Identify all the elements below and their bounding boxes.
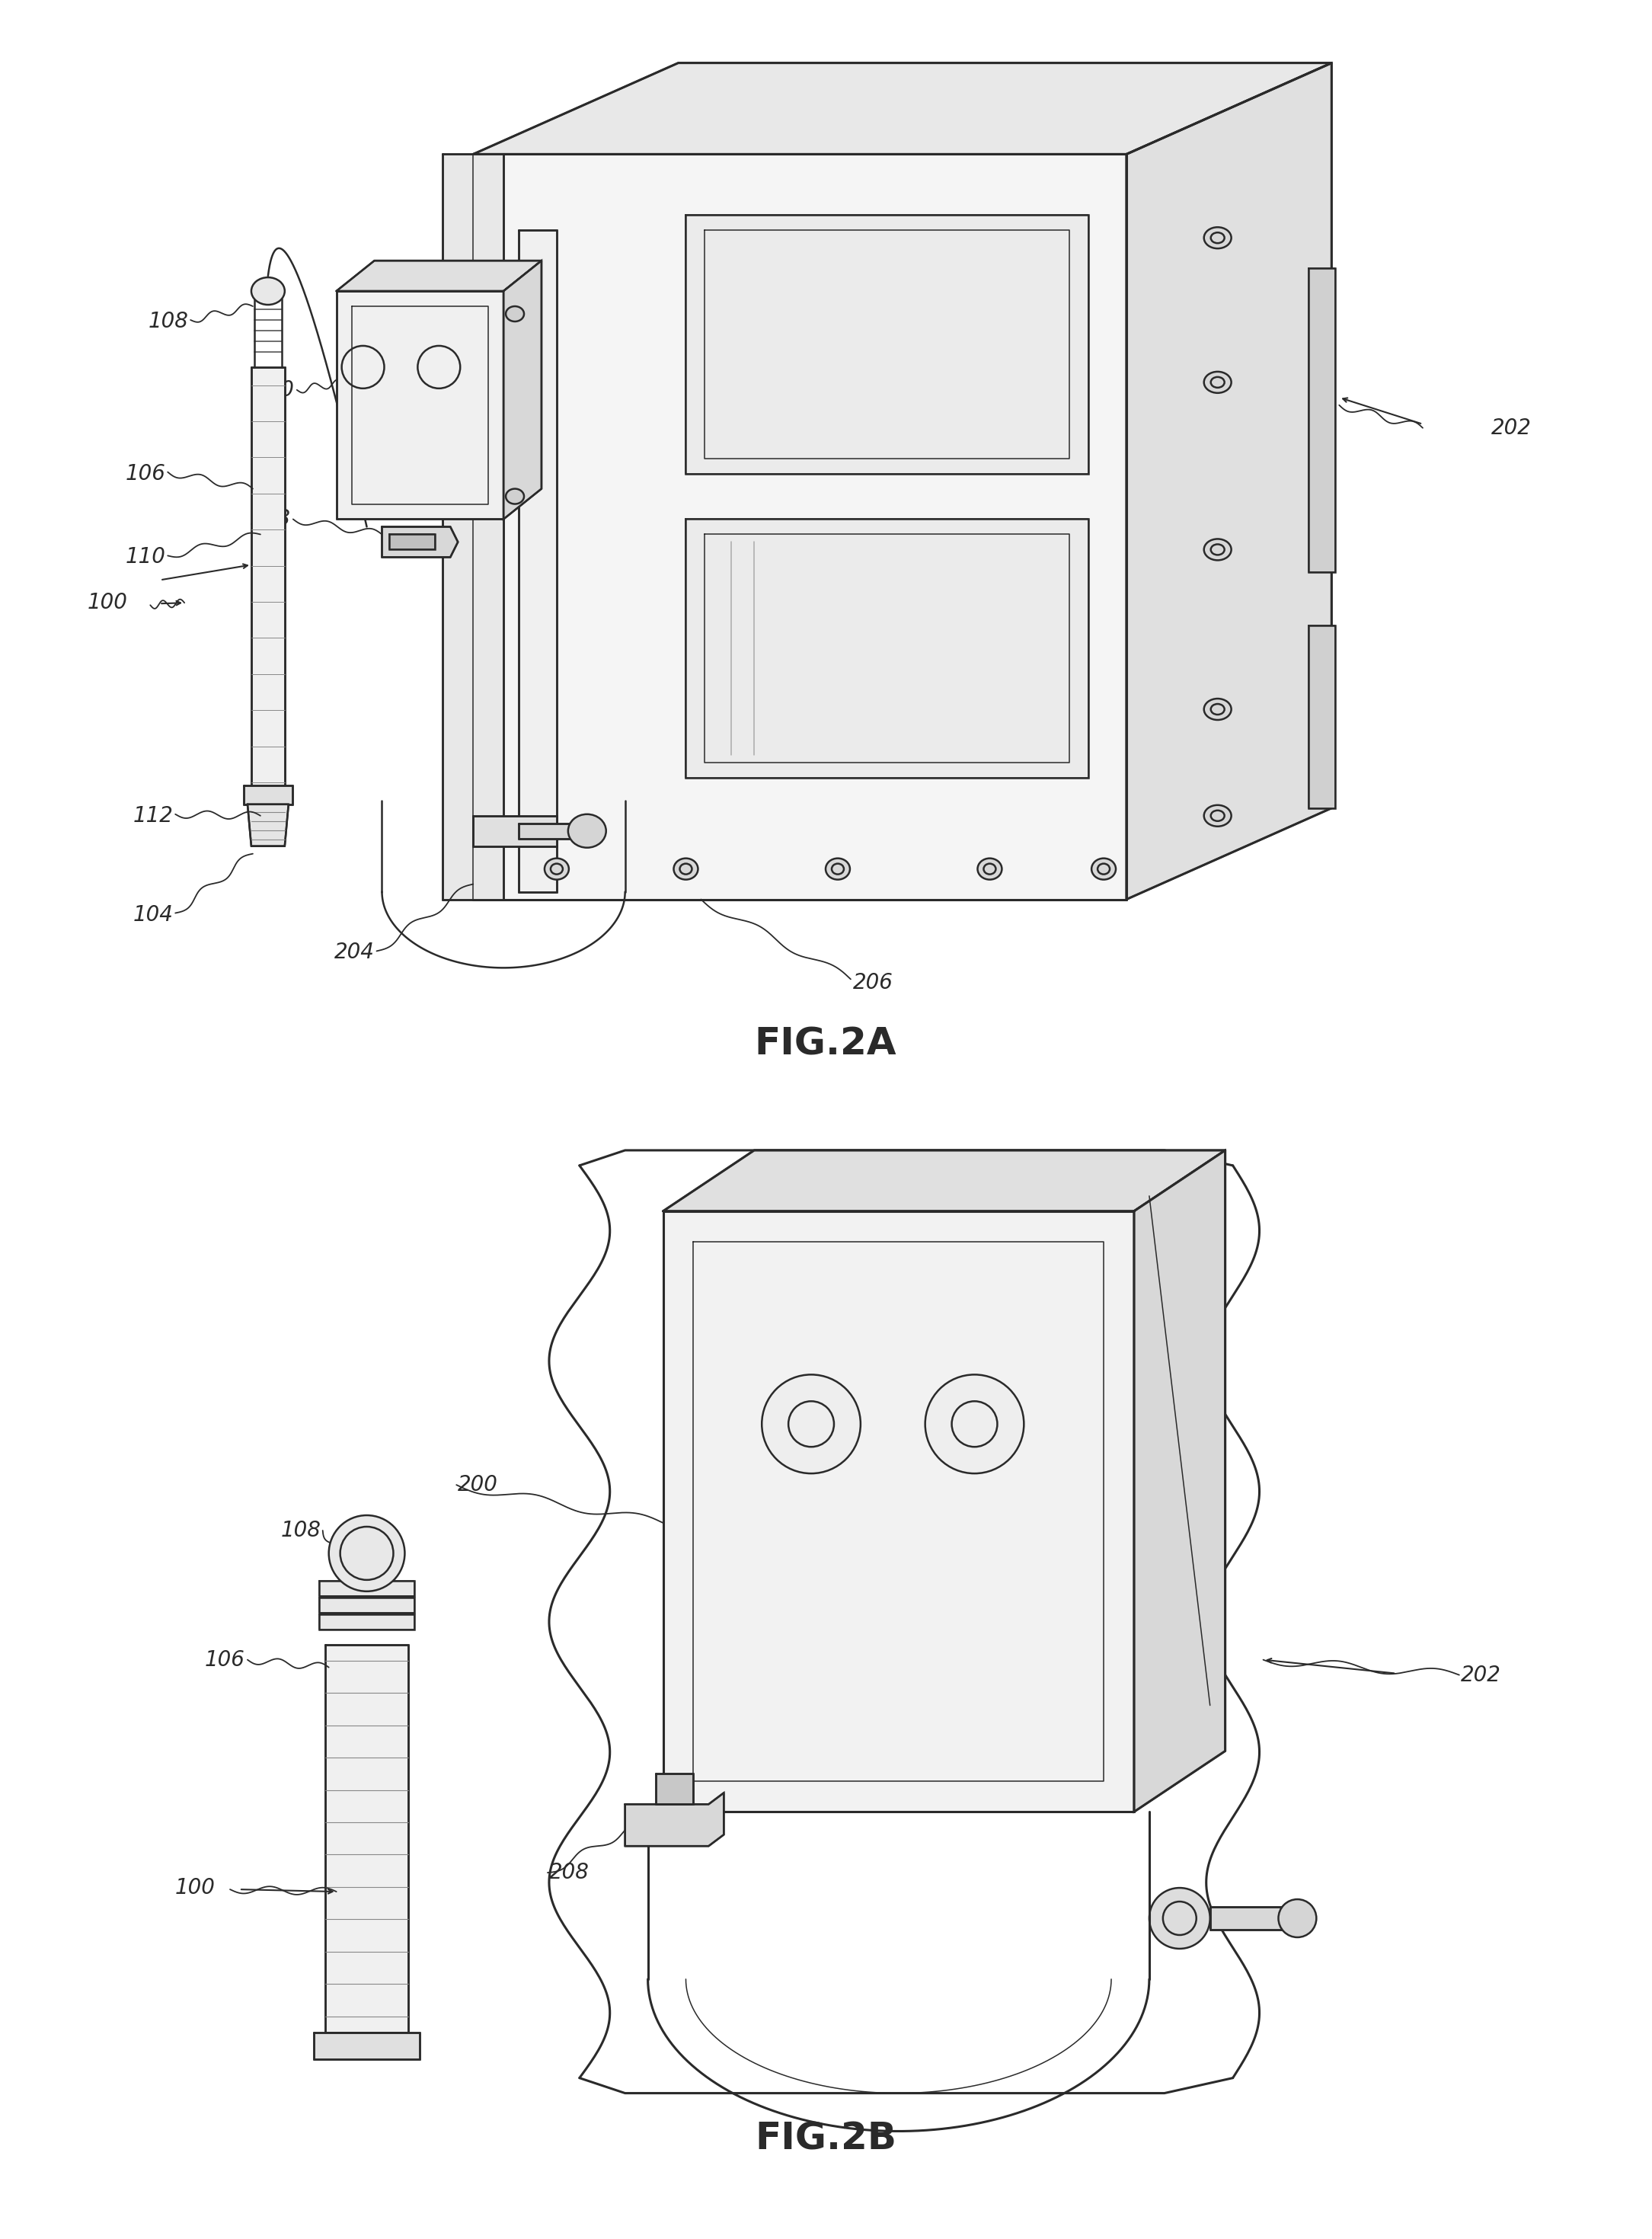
Polygon shape — [504, 260, 542, 519]
Text: 112: 112 — [132, 806, 173, 826]
Ellipse shape — [762, 1375, 861, 1473]
Ellipse shape — [1204, 806, 1231, 826]
Text: 208: 208 — [251, 508, 291, 531]
Ellipse shape — [545, 858, 568, 880]
Ellipse shape — [978, 858, 1001, 880]
Polygon shape — [662, 1151, 1226, 1211]
Text: FIG.2B: FIG.2B — [755, 2120, 897, 2156]
Ellipse shape — [674, 858, 699, 880]
Polygon shape — [319, 1596, 415, 1612]
Polygon shape — [244, 786, 292, 804]
Text: 100: 100 — [88, 591, 127, 613]
Polygon shape — [662, 1211, 1133, 1811]
Text: NC: NC — [428, 329, 449, 343]
Ellipse shape — [251, 278, 284, 305]
Text: 200: 200 — [254, 378, 294, 401]
Polygon shape — [656, 1773, 694, 1805]
Polygon shape — [472, 154, 1127, 900]
Text: NO: NO — [355, 329, 378, 343]
Polygon shape — [519, 231, 557, 891]
Text: FIG.2A: FIG.2A — [755, 1025, 897, 1061]
Text: 108: 108 — [281, 1520, 320, 1540]
Polygon shape — [1209, 1908, 1285, 1930]
Text: 104: 104 — [132, 905, 173, 925]
Polygon shape — [314, 2033, 420, 2060]
Ellipse shape — [1204, 540, 1231, 560]
Text: 202: 202 — [1460, 1664, 1502, 1686]
Polygon shape — [1308, 269, 1335, 573]
Text: 106: 106 — [126, 463, 165, 484]
Text: 208: 208 — [548, 1863, 590, 1883]
Polygon shape — [325, 1643, 408, 2033]
Ellipse shape — [1150, 1887, 1209, 1948]
Text: NC: NC — [927, 1312, 993, 1352]
Text: NO: NO — [765, 1312, 836, 1352]
Polygon shape — [251, 367, 284, 802]
Polygon shape — [443, 154, 504, 900]
Ellipse shape — [1181, 1563, 1224, 1605]
Text: 204: 204 — [334, 943, 375, 963]
Polygon shape — [1308, 625, 1335, 808]
Text: 202: 202 — [1492, 416, 1531, 439]
Ellipse shape — [1181, 1220, 1224, 1263]
Polygon shape — [337, 260, 542, 291]
Polygon shape — [337, 291, 504, 519]
Ellipse shape — [506, 307, 524, 322]
Polygon shape — [472, 815, 557, 846]
Ellipse shape — [1204, 226, 1231, 249]
Ellipse shape — [1092, 858, 1115, 880]
Ellipse shape — [568, 815, 606, 849]
Text: 106: 106 — [205, 1650, 244, 1670]
Polygon shape — [472, 63, 1332, 154]
Ellipse shape — [1204, 372, 1231, 394]
Polygon shape — [686, 519, 1089, 777]
Text: 108: 108 — [149, 311, 188, 331]
Polygon shape — [1127, 63, 1332, 900]
Polygon shape — [624, 1793, 724, 1845]
Text: 110: 110 — [126, 546, 165, 569]
Ellipse shape — [506, 488, 524, 504]
Ellipse shape — [925, 1375, 1024, 1473]
Text: 206: 206 — [852, 972, 894, 994]
Polygon shape — [382, 526, 458, 558]
Polygon shape — [390, 535, 434, 549]
Ellipse shape — [1279, 1899, 1317, 1937]
Polygon shape — [319, 1614, 415, 1630]
Text: 200: 200 — [458, 1473, 499, 1496]
Polygon shape — [519, 824, 580, 840]
Ellipse shape — [1204, 699, 1231, 721]
Polygon shape — [319, 1581, 415, 1596]
Polygon shape — [248, 804, 289, 846]
Ellipse shape — [329, 1516, 405, 1592]
Text: 100: 100 — [175, 1876, 215, 1899]
Polygon shape — [1133, 1151, 1226, 1811]
Polygon shape — [686, 215, 1089, 475]
Ellipse shape — [826, 858, 849, 880]
